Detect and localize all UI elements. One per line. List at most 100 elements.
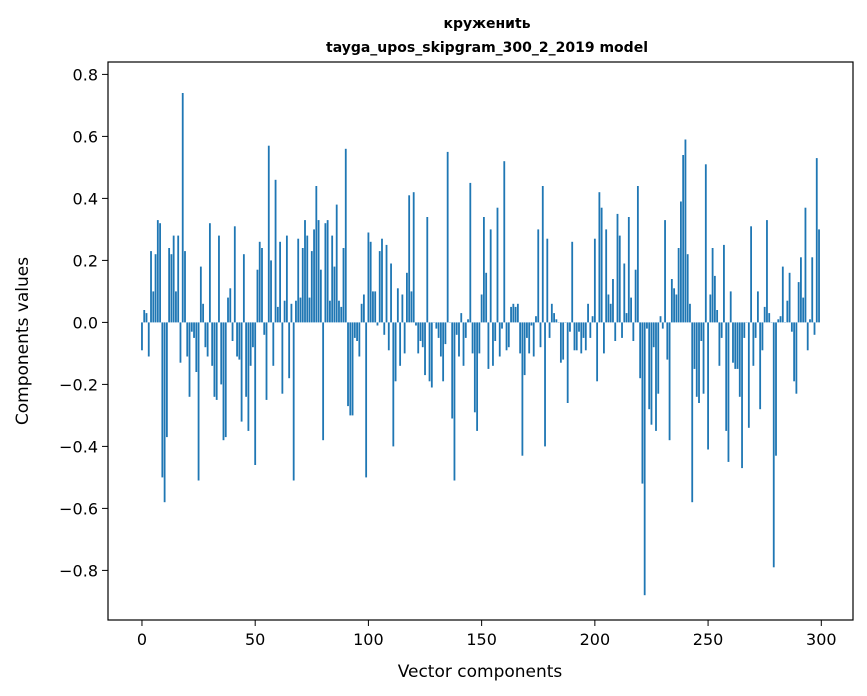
bar-281 [777,319,780,323]
bar-217 [632,322,635,341]
bar-179 [546,238,549,323]
bar-131 [437,322,440,338]
bar-262 [734,322,737,369]
bar-7 [156,220,159,323]
bar-232 [666,322,669,360]
bar-228 [657,322,660,394]
bar-33 [215,322,218,400]
bar-15 [175,291,177,323]
bar-12 [168,248,171,323]
bar-95 [356,322,358,341]
bar-1 [143,310,146,323]
bar-214 [625,313,628,323]
bar-32 [213,322,216,397]
bar-49 [252,322,254,348]
bar-261 [732,322,734,363]
bar-295 [809,319,811,323]
bar-185 [559,322,562,363]
x-tick-label-200: 200 [580,630,611,649]
bar-188 [566,322,569,403]
bar-111 [392,322,395,447]
bar-123 [419,322,422,341]
bar-92 [349,322,352,416]
bar-149 [478,322,481,354]
bar-138 [453,322,456,481]
bar-97 [360,303,363,323]
bar-207 [609,303,612,323]
bar-272 [756,291,759,323]
bar-134 [444,322,447,345]
bar-206 [607,294,610,323]
bar-172 [530,322,533,326]
bar-74 [308,297,311,323]
bar-208 [612,279,614,323]
x-tick-label-300: 300 [806,630,837,649]
bar-264 [738,322,741,397]
x-axis-label: Vector components [398,662,563,682]
bar-130 [435,322,438,329]
bar-299 [818,229,820,323]
bar-242 [689,303,691,323]
bar-118 [408,195,411,323]
bar-26 [199,266,202,323]
bar-268 [747,322,750,428]
bar-99 [365,322,368,478]
bar-103 [374,291,377,323]
bar-160 [503,161,506,323]
bar-165 [514,306,517,323]
bar-102 [372,291,374,323]
bar-59 [274,179,277,323]
bar-65 [288,322,291,379]
bar-243 [691,322,694,503]
bar-91 [347,322,349,407]
bar-107 [383,322,386,335]
y-tick-label-6: 0.4 [73,189,98,208]
bar-240 [684,139,687,323]
bar-24 [195,322,198,372]
bar-116 [403,322,406,354]
bar-23 [193,322,195,338]
bar-296 [811,257,814,323]
bar-277 [768,313,771,323]
x-tick-label-150: 150 [466,630,497,649]
bar-259 [727,322,730,462]
bar-30 [208,223,211,323]
bar-279 [772,322,775,568]
bar-3 [147,322,150,357]
bar-288 [793,322,796,382]
bar-71 [301,248,304,323]
bar-248 [702,322,705,394]
bar-280 [775,322,777,456]
bar-163 [510,306,512,323]
bar-110 [390,263,392,323]
bar-226 [652,322,655,348]
y-tick-label-0: −0.8 [59,561,98,580]
bar-270 [752,322,755,366]
bar-183 [555,319,558,323]
bar-162 [507,322,510,348]
bar-69 [297,238,300,323]
bar-133 [442,322,445,382]
bar-283 [781,266,784,323]
bar-31 [211,322,214,366]
bar-58 [272,322,275,366]
bar-82 [326,220,329,323]
bar-292 [802,297,805,323]
bar-287 [790,322,793,332]
bar-150 [480,294,483,323]
bar-18 [181,93,184,323]
bars-group [141,93,820,596]
bar-256 [720,322,723,338]
bar-6 [154,254,157,323]
bar-229 [659,316,662,323]
bar-282 [779,316,782,323]
y-axis-label: Components values [13,257,33,425]
bar-274 [761,322,764,351]
bar-192 [575,322,578,351]
bar-199 [591,316,594,323]
bar-98 [362,294,365,323]
bar-88 [340,306,343,323]
bar-4 [150,251,152,323]
bar-36 [222,322,225,441]
